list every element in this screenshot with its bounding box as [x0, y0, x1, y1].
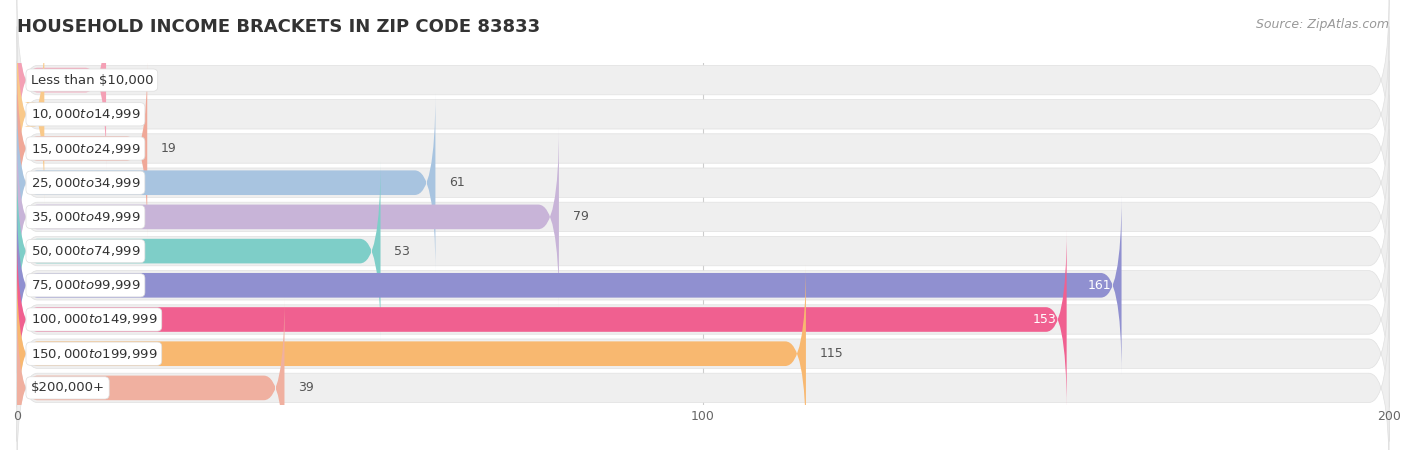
Text: 79: 79 [572, 211, 589, 223]
FancyBboxPatch shape [17, 27, 1389, 202]
Text: 53: 53 [394, 245, 411, 257]
Text: HOUSEHOLD INCOME BRACKETS IN ZIP CODE 83833: HOUSEHOLD INCOME BRACKETS IN ZIP CODE 83… [17, 18, 540, 36]
FancyBboxPatch shape [17, 300, 1389, 450]
Text: 19: 19 [160, 142, 177, 155]
Text: $10,000 to $14,999: $10,000 to $14,999 [31, 107, 141, 122]
Text: 115: 115 [820, 347, 844, 360]
FancyBboxPatch shape [17, 95, 1389, 270]
Text: $50,000 to $74,999: $50,000 to $74,999 [31, 244, 141, 258]
FancyBboxPatch shape [17, 297, 284, 450]
FancyBboxPatch shape [17, 163, 1389, 339]
Text: 13: 13 [120, 74, 135, 86]
FancyBboxPatch shape [17, 24, 45, 205]
Text: 39: 39 [298, 382, 314, 394]
Text: $15,000 to $24,999: $15,000 to $24,999 [31, 141, 141, 156]
FancyBboxPatch shape [17, 0, 105, 171]
FancyBboxPatch shape [17, 266, 1389, 441]
Text: $35,000 to $49,999: $35,000 to $49,999 [31, 210, 141, 224]
FancyBboxPatch shape [17, 0, 1389, 168]
FancyBboxPatch shape [17, 232, 1389, 407]
Text: 61: 61 [449, 176, 465, 189]
FancyBboxPatch shape [17, 61, 1389, 236]
Text: 153: 153 [1032, 313, 1056, 326]
Text: 4: 4 [58, 108, 66, 121]
FancyBboxPatch shape [17, 263, 806, 444]
Text: $75,000 to $99,999: $75,000 to $99,999 [31, 278, 141, 293]
FancyBboxPatch shape [17, 195, 1122, 376]
FancyBboxPatch shape [17, 161, 381, 342]
FancyBboxPatch shape [17, 129, 1389, 305]
FancyBboxPatch shape [17, 92, 436, 273]
Text: Less than $10,000: Less than $10,000 [31, 74, 153, 86]
Text: $200,000+: $200,000+ [31, 382, 104, 394]
Text: Source: ZipAtlas.com: Source: ZipAtlas.com [1256, 18, 1389, 31]
FancyBboxPatch shape [17, 126, 560, 307]
FancyBboxPatch shape [17, 229, 1067, 410]
FancyBboxPatch shape [17, 198, 1389, 373]
FancyBboxPatch shape [17, 58, 148, 239]
Text: 161: 161 [1088, 279, 1111, 292]
Text: $150,000 to $199,999: $150,000 to $199,999 [31, 346, 157, 361]
Text: $25,000 to $34,999: $25,000 to $34,999 [31, 176, 141, 190]
Text: $100,000 to $149,999: $100,000 to $149,999 [31, 312, 157, 327]
